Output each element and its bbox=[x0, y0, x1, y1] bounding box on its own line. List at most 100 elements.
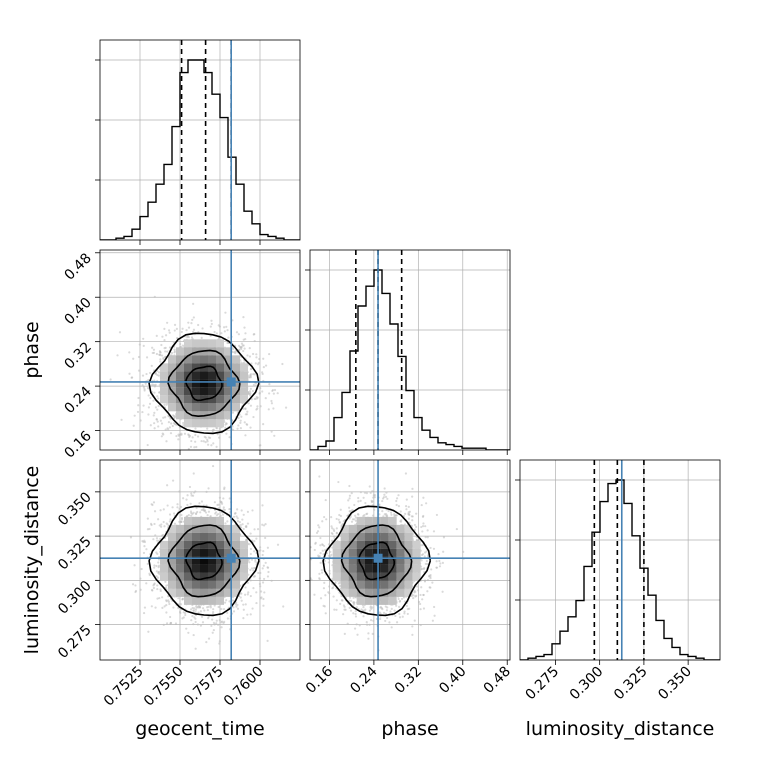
density-cell bbox=[176, 347, 184, 356]
density-cell bbox=[216, 532, 224, 541]
density-cell bbox=[184, 556, 192, 565]
density-cell bbox=[192, 564, 200, 573]
scatter-point bbox=[146, 443, 149, 447]
scatter-point bbox=[212, 608, 215, 611]
scatter-point bbox=[270, 399, 273, 403]
scatter-point bbox=[192, 623, 195, 626]
scatter-point bbox=[192, 328, 196, 331]
scatter-point bbox=[148, 371, 152, 375]
scatter-point bbox=[225, 325, 228, 328]
scatter-point bbox=[182, 421, 185, 425]
scatter-point bbox=[151, 346, 154, 349]
scatter-point bbox=[266, 546, 269, 549]
scatter-point bbox=[153, 411, 156, 414]
scatter-point bbox=[205, 504, 208, 507]
scatter-point bbox=[201, 621, 205, 624]
scatter-point bbox=[264, 561, 267, 564]
scatter-point bbox=[148, 402, 152, 405]
scatter-point bbox=[173, 323, 177, 326]
density-cell bbox=[208, 532, 216, 541]
density-cell bbox=[168, 580, 176, 589]
scatter-point bbox=[215, 445, 218, 448]
scatter-point bbox=[252, 383, 255, 386]
scatter-point bbox=[177, 434, 181, 437]
scatter-point bbox=[177, 465, 179, 467]
scatter-point bbox=[166, 484, 169, 487]
density-cell bbox=[168, 556, 176, 565]
scatter-point bbox=[216, 623, 220, 626]
scatter-point bbox=[247, 402, 250, 405]
scatter-point bbox=[194, 512, 198, 516]
scatter-point bbox=[163, 327, 166, 330]
scatter-point bbox=[172, 606, 175, 609]
density-cell bbox=[192, 516, 200, 525]
scatter-point bbox=[218, 642, 221, 645]
density-cell bbox=[216, 403, 224, 412]
scatter-point bbox=[232, 610, 236, 613]
scatter-point bbox=[213, 623, 216, 626]
scatter-point bbox=[240, 599, 243, 602]
scatter-point bbox=[202, 507, 205, 510]
scatter-point bbox=[248, 390, 252, 393]
scatter-point bbox=[134, 590, 137, 594]
scatter-point bbox=[187, 321, 190, 324]
density-cell bbox=[200, 387, 208, 396]
scatter-point bbox=[147, 394, 150, 397]
scatter-point bbox=[218, 496, 222, 499]
scatter-point bbox=[223, 330, 226, 333]
scatter-point bbox=[252, 569, 255, 572]
hist-group-phase bbox=[310, 250, 510, 450]
density-cell bbox=[232, 403, 240, 412]
density-cell bbox=[216, 419, 224, 428]
scatter-point bbox=[128, 351, 131, 354]
scatter-point bbox=[190, 619, 193, 622]
scatter-point bbox=[273, 388, 277, 392]
scatter-point bbox=[371, 490, 374, 493]
density-cell bbox=[168, 572, 176, 581]
scatter-point bbox=[154, 372, 157, 375]
scatter-point bbox=[120, 418, 123, 421]
scatter-point bbox=[155, 537, 159, 540]
scatter-point bbox=[166, 350, 169, 353]
scatter-point bbox=[209, 606, 212, 609]
density-cell bbox=[240, 556, 248, 565]
scatter-point bbox=[187, 433, 190, 436]
scatter-point bbox=[163, 338, 166, 342]
scatter-point bbox=[266, 575, 270, 578]
scatter-point bbox=[164, 350, 167, 353]
density-cell bbox=[200, 540, 208, 549]
scatter-point bbox=[171, 479, 175, 482]
scatter-point bbox=[200, 615, 204, 618]
scatter-point bbox=[155, 551, 158, 554]
scatter-point bbox=[136, 410, 140, 414]
scatter-point bbox=[210, 624, 213, 628]
density-cell bbox=[176, 548, 184, 557]
scatter-point bbox=[252, 587, 255, 590]
scatter-point bbox=[257, 361, 260, 364]
scatter-point bbox=[167, 329, 171, 332]
scatter-point bbox=[169, 621, 172, 625]
scatter-point bbox=[330, 553, 333, 557]
density-cell bbox=[224, 580, 232, 589]
scatter-point bbox=[228, 600, 231, 603]
density-cell bbox=[240, 548, 248, 557]
density-cell bbox=[160, 395, 168, 404]
scatter-point bbox=[258, 582, 261, 586]
density-cell bbox=[160, 572, 168, 581]
scatter-point bbox=[262, 604, 265, 607]
scatter-point bbox=[213, 330, 216, 334]
scatter-point bbox=[236, 427, 239, 430]
density-cell bbox=[160, 556, 168, 565]
density-cell bbox=[160, 387, 168, 396]
scatter-point bbox=[155, 417, 158, 421]
scatter-point bbox=[225, 432, 228, 435]
scatter-point bbox=[161, 354, 164, 357]
scatter-point bbox=[244, 332, 247, 335]
scatter-point bbox=[168, 331, 171, 334]
scatter-point bbox=[186, 494, 189, 497]
scatter-point bbox=[232, 515, 236, 518]
density-cell bbox=[224, 532, 232, 541]
density-cell bbox=[192, 548, 200, 557]
scatter-point bbox=[207, 443, 210, 446]
scatter-point bbox=[187, 336, 191, 339]
